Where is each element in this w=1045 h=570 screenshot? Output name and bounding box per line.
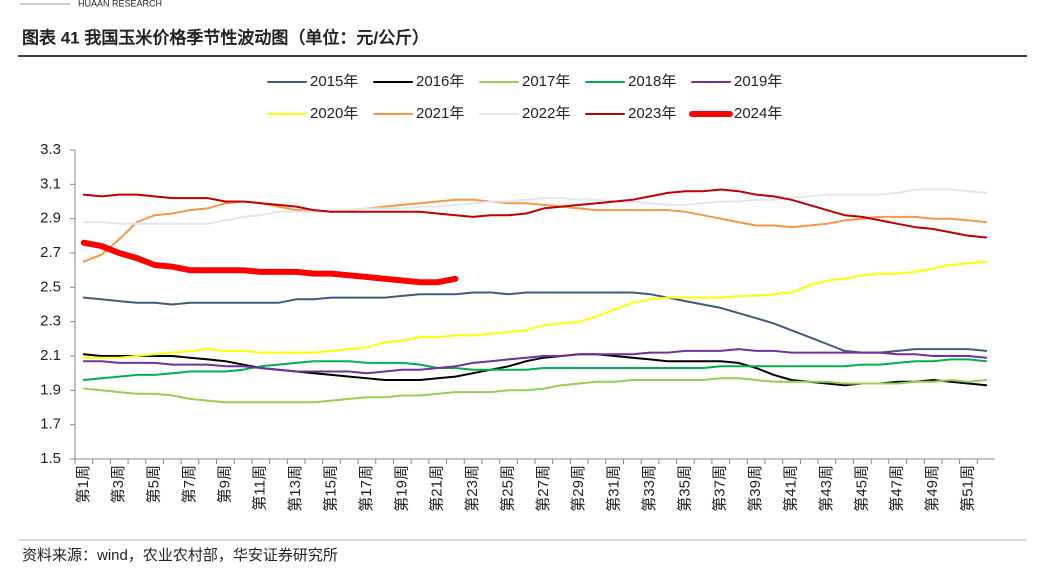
legend-label: 2023年 [628, 105, 676, 122]
x-tick-label: 第43周 [817, 465, 835, 512]
x-tick-label: 第21周 [428, 465, 446, 512]
x-tick-label: 第27周 [534, 465, 552, 512]
y-tick-label: 3.1 [40, 175, 61, 192]
source: 资料来源：wind，农业农村部，华安证券研究所 [22, 547, 338, 564]
y-tick-label: 2.7 [40, 244, 61, 261]
legend-label: 2021年 [416, 105, 464, 122]
legend-label: 2019年 [734, 73, 782, 90]
x-tick-label: 第9周 [215, 465, 233, 503]
x-tick-label: 第25周 [498, 465, 516, 512]
y-tick-label: 1.9 [40, 381, 61, 398]
x-tick-label: 第51周 [958, 465, 976, 512]
x-tick-label: 第33周 [640, 465, 658, 512]
header: HUAAN RESEARCH [78, 0, 162, 8]
y-tick-label: 2.3 [40, 313, 61, 330]
legend-label: 2024年 [734, 105, 782, 122]
y-tick-label: 1.7 [40, 416, 61, 433]
x-tick-label: 第47周 [888, 465, 906, 512]
x-tick-label: 第13周 [286, 465, 304, 512]
series-line [82, 260, 988, 359]
legend-label: 2020年 [310, 105, 358, 122]
series-line [82, 377, 988, 404]
x-tick-label: 第29周 [569, 465, 587, 512]
x-tick-label: 第49周 [923, 465, 941, 512]
x-tick-label: 第31周 [605, 465, 623, 512]
x-tick-label: 第19周 [392, 465, 410, 512]
x-tick-label: 第5周 [145, 465, 163, 503]
series-line [82, 291, 988, 354]
x-tick-label: 第37周 [711, 465, 729, 512]
series-line [82, 188, 988, 225]
series-line [82, 358, 988, 381]
legend-label: 2018年 [628, 73, 676, 90]
y-tick-label: 3.3 [40, 141, 61, 158]
series-line [82, 348, 988, 375]
series-line [82, 353, 988, 387]
x-tick-label: 第41周 [782, 465, 800, 512]
x-tick-label: 第11周 [251, 465, 269, 511]
y-tick-label: 2.5 [40, 278, 61, 295]
legend-label: 2022年 [522, 105, 570, 122]
x-tick-label: 第23周 [463, 465, 481, 512]
x-tick-label: 第1周 [74, 465, 92, 503]
x-tick-label: 第45周 [852, 465, 870, 512]
legend-label: 2017年 [522, 73, 570, 90]
x-tick-label: 第15周 [322, 465, 340, 512]
legend-label: 2016年 [416, 73, 464, 90]
y-tick-label: 1.5 [40, 450, 61, 467]
series-line [82, 188, 988, 239]
legend-label: 2015年 [310, 73, 358, 90]
x-tick-label: 第7周 [180, 465, 198, 503]
x-tick-label: 第39周 [746, 465, 764, 512]
x-tick-label: 第35周 [675, 465, 693, 512]
y-tick-label: 2.1 [40, 347, 61, 364]
y-tick-label: 2.9 [40, 210, 61, 227]
x-tick-label: 第17周 [357, 465, 375, 512]
chart-title: 图表 41 我国玉米价格季节性波动图（单位：元/公斤） [22, 27, 429, 47]
series-line [80, 239, 459, 286]
x-tick-label: 第3周 [109, 465, 127, 503]
series-line [82, 198, 988, 263]
